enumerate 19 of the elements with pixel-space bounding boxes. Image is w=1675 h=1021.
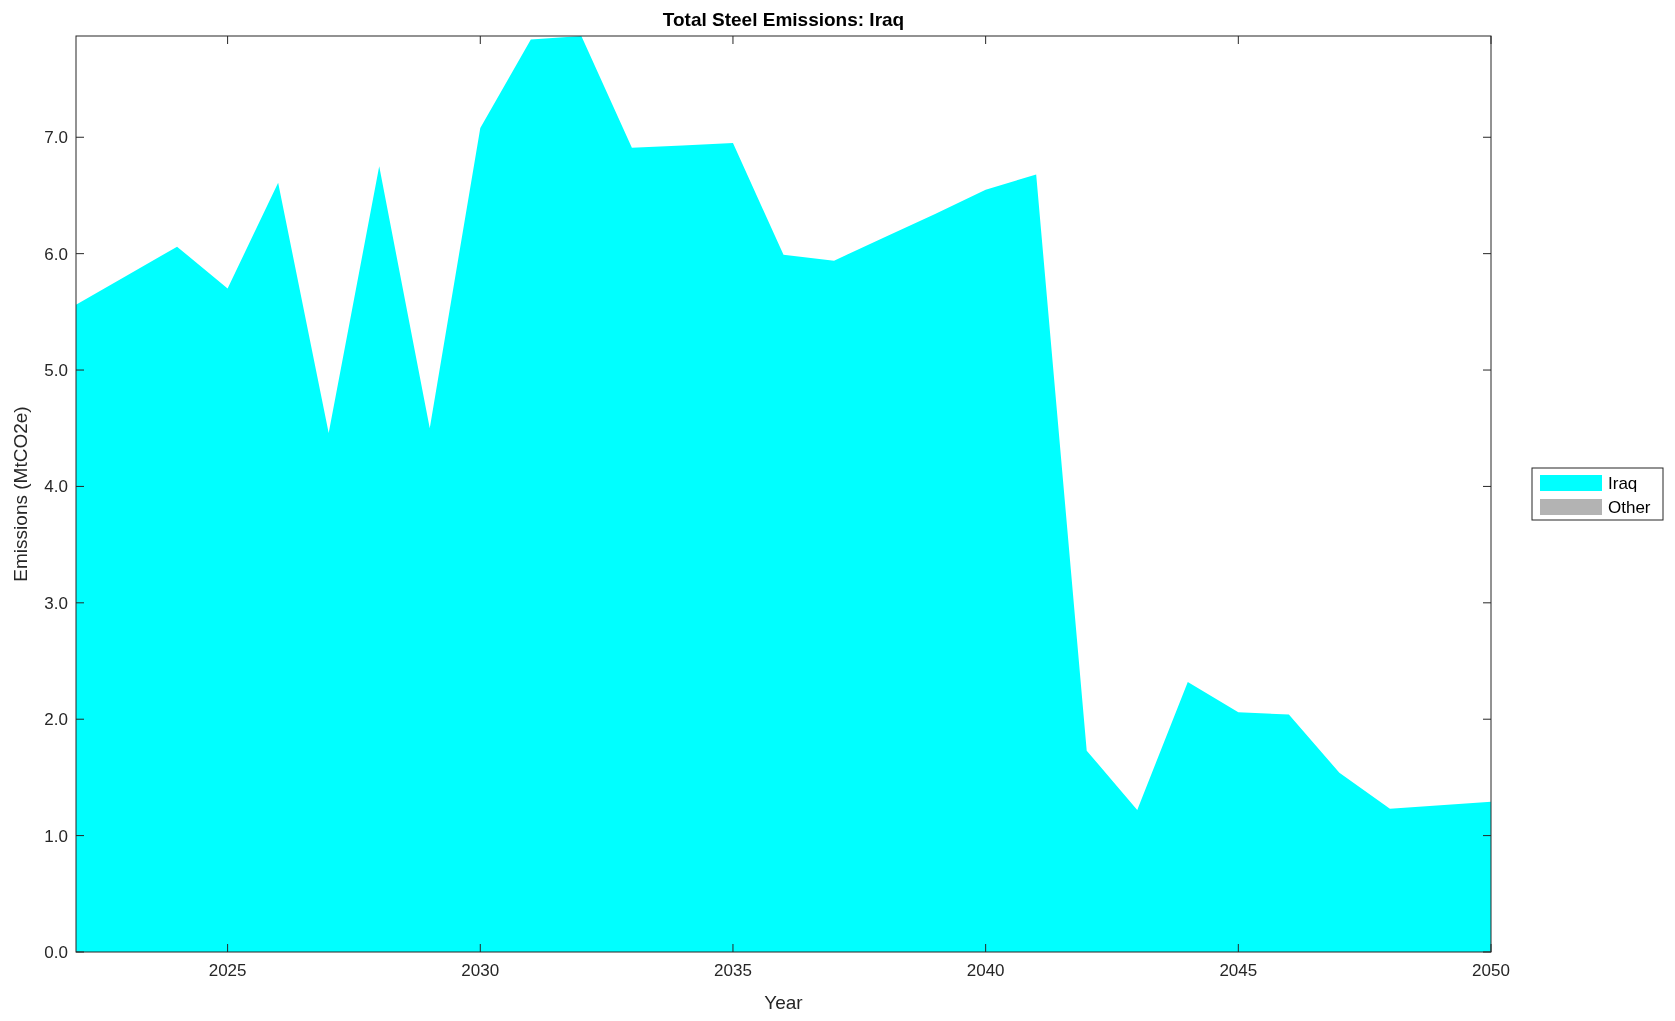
y-tick-label: 7.0 [44,128,68,148]
y-tick-label: 6.0 [44,244,68,264]
x-tick-label: 2035 [714,961,752,980]
y-axis-title: Emissions (MtCO2e) [10,406,31,582]
y-tick-label: 1.0 [44,826,68,846]
y-tick-label: 3.0 [44,593,68,613]
chart-title: Total Steel Emissions: Iraq [662,9,905,30]
x-tick-label: 2045 [1219,961,1258,980]
y-tick-label: 0.0 [44,943,68,962]
x-tick-label: 2030 [461,961,500,980]
y-tick-label: 4.0 [44,477,68,497]
y-tick-label: 2.0 [44,710,68,730]
x-tick-label: 2025 [208,961,247,980]
y-tick-label: 5.0 [44,361,68,381]
x-tick-label: 2040 [966,961,1005,980]
x-axis-title: Year [764,992,804,1013]
x-tick-label: 2050 [1472,961,1510,980]
legend-label: Iraq [1608,474,1638,493]
legend-label: Other [1608,498,1651,517]
